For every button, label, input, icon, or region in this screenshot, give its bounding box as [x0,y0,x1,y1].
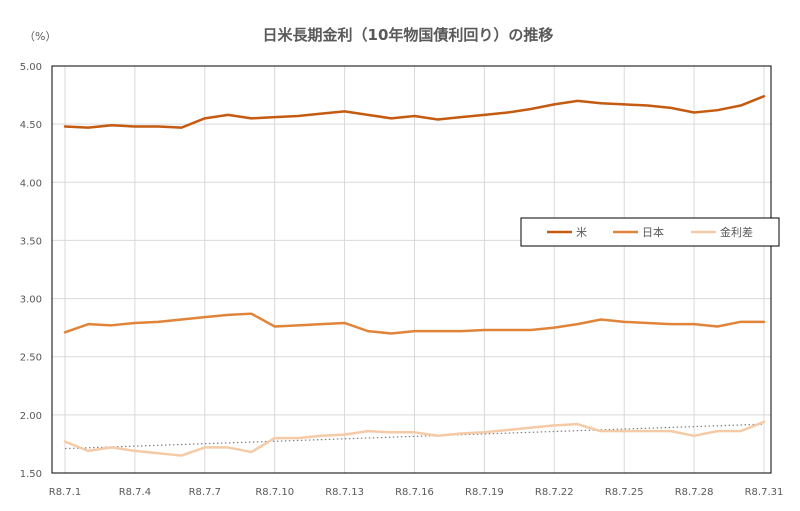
x-tick-label: R8.7.10 [255,487,294,498]
x-tick-label: R8.7.16 [395,487,434,498]
y-tick-label: 2.00 [20,411,42,422]
legend-label: 日本 [642,225,664,239]
legend: 米 日本 金利差 [520,217,780,247]
grid [52,65,771,474]
legend-label: 金利差 [720,225,753,239]
x-tick-label: R8.7.22 [535,487,574,498]
x-tick-label: R8.7.25 [605,487,644,498]
series-line [63,94,766,129]
y-tick-label: 5.00 [20,62,42,73]
y-unit-label: （%） [24,30,56,43]
series-line [63,420,766,457]
trendline [64,423,765,450]
x-tick-label: R8.7.4 [119,487,151,498]
y-tick-label: 3.50 [20,236,42,247]
x-tick-label: R8.7.19 [465,487,504,498]
x-tick-label: R8.7.1 [49,487,81,498]
chart-title: 日米長期金利（10年物国債利回り）の推移 [263,26,554,44]
x-tick-label: R8.7.7 [189,487,221,498]
y-axis: 5.00 4.50 4.00 3.50 3.00 2.50 2.00 1.50 [20,62,42,480]
y-tick-label: 3.00 [20,295,42,306]
y-tick-label: 1.50 [20,469,42,480]
x-axis: R8.7.1 R8.7.4 R8.7.7 R8.7.10 R8.7.13 R8.7.16 R… [49,487,784,498]
x-tick-label: R8.7.31 [745,487,784,498]
x-tick-label: R8.7.13 [325,487,364,498]
series-line [63,312,766,335]
y-tick-label: 2.50 [20,353,42,364]
plot-area-border [51,65,772,474]
series-layer [63,94,766,457]
x-tick-label: R8.7.28 [675,487,714,498]
y-tick-label: 4.00 [20,178,42,189]
y-tick-label: 4.50 [20,120,42,131]
legend-label: 米 [576,226,587,239]
